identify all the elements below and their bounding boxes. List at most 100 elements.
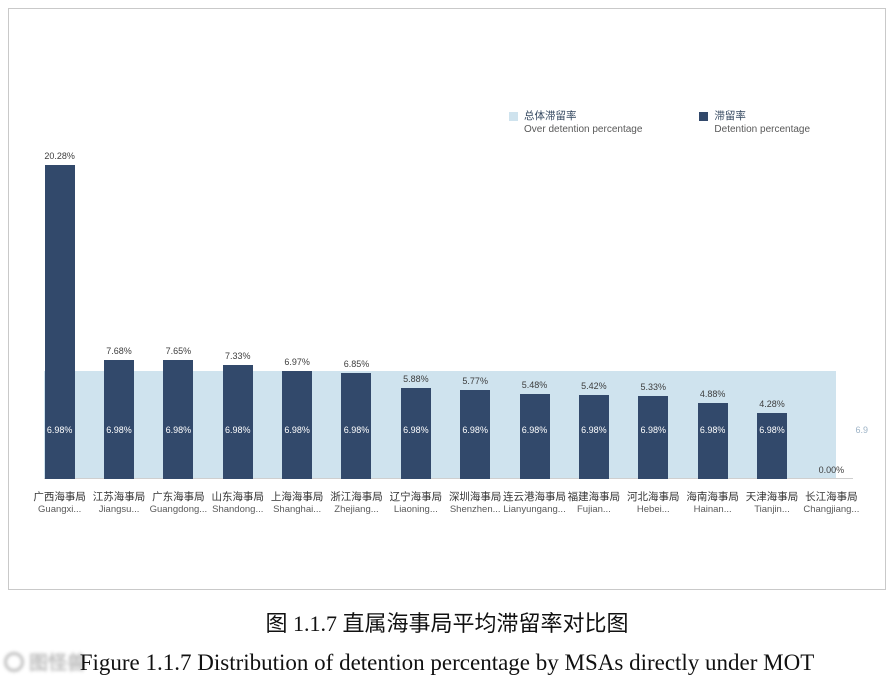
detention-bar bbox=[163, 360, 194, 479]
category-label-zh: 长江海事局 bbox=[805, 491, 858, 503]
detention-bar bbox=[578, 395, 609, 479]
category-label-en: Lianyungang... bbox=[503, 504, 566, 515]
category-label-zh: 广东海事局 bbox=[152, 491, 205, 503]
bar-value-label: 5.42% bbox=[581, 381, 607, 391]
bar-column-2: 7.68% 6.98% 江苏海事局 Jiangsu... bbox=[89, 139, 148, 515]
bar-column-7: 5.88% 6.98% 辽宁海事局 Liaoning... bbox=[386, 139, 445, 515]
bar-column-3: 7.65% 6.98% 广东海事局 Guangdong... bbox=[149, 139, 208, 515]
bar-value-label: 5.33% bbox=[640, 382, 667, 393]
category-label-zh: 江苏海事局 bbox=[92, 491, 146, 503]
overall-rate-label: 6.98% bbox=[46, 425, 73, 435]
category-label-en: Guangxi... bbox=[38, 504, 82, 515]
category-label-zh: 浙江海事局 bbox=[330, 491, 383, 503]
legend-label-detention-en: Detention percentage bbox=[714, 124, 811, 136]
bar-value-label: 20.28% bbox=[44, 150, 75, 161]
category-label-zh: 辽宁海事局 bbox=[389, 491, 443, 503]
bar-value-label: 5.48% bbox=[521, 380, 548, 391]
detention-bar bbox=[282, 370, 313, 479]
bar-value-label: 7.68% bbox=[106, 345, 132, 356]
legend-marker-detention-icon bbox=[699, 112, 709, 121]
detention-bar bbox=[756, 412, 787, 479]
overall-rate-label: 6.98% bbox=[165, 425, 192, 435]
overall-rate-label: 6.98% bbox=[581, 425, 607, 435]
bar-value-label: 6.97% bbox=[284, 356, 310, 367]
legend-label-overall-zh: 总体滞留率 bbox=[524, 110, 577, 122]
category-label-zh: 福建海事局 bbox=[567, 491, 621, 503]
bar-value-label: 7.65% bbox=[165, 346, 192, 357]
overall-rate-label: 6.98% bbox=[462, 425, 488, 435]
category-label-en: Hebei... bbox=[636, 504, 670, 515]
plot-area: 20.28% 6.98% 广西海事局 Guangxi... 7.68% 6.98% 江苏海事… bbox=[30, 139, 868, 515]
category-label-zh: 山东海事局 bbox=[211, 491, 265, 503]
bar-value-label: 4.28% bbox=[759, 398, 785, 409]
overall-rate-label: 6.98% bbox=[699, 425, 726, 435]
bar-value-label: 0.00% bbox=[818, 465, 845, 475]
overall-rate-label-partial: 6.9 bbox=[855, 425, 868, 435]
legend-marker-overall-icon bbox=[509, 112, 518, 121]
detention-bar bbox=[341, 372, 372, 479]
category-label-en: Liaoning... bbox=[393, 504, 438, 515]
bar-column-13: 4.28% 6.98% 天津海事局 Tianjin... bbox=[742, 139, 801, 515]
bar-value-label: 7.33% bbox=[224, 351, 251, 362]
category-label-zh: 广西海事局 bbox=[33, 491, 86, 503]
bar-value-label: 4.88% bbox=[699, 389, 726, 400]
legend-label-detention-zh: 滞留率 bbox=[714, 110, 746, 122]
legend-item-detention: 滞留率 Detention percentage bbox=[699, 109, 810, 137]
category-label-en: Fujian... bbox=[577, 504, 611, 515]
overall-rate-label: 6.98% bbox=[284, 425, 310, 435]
watermark-text: 图怪兽 bbox=[29, 653, 87, 674]
overall-rate-label: 6.98% bbox=[521, 425, 548, 435]
watermark-logo-icon bbox=[4, 651, 24, 672]
category-label-zh: 海南海事局 bbox=[686, 491, 739, 503]
detention-bar bbox=[44, 164, 75, 479]
bar-column-14: 0.00% 长江海事局 Changjiang... bbox=[802, 139, 861, 515]
category-label-en: Tianjin... bbox=[754, 504, 790, 515]
bar-value-label: 5.88% bbox=[403, 373, 429, 384]
bar-column-1: 20.28% 6.98% 广西海事局 Guangxi... bbox=[30, 139, 89, 515]
watermark: 图怪兽 bbox=[4, 648, 86, 675]
x-axis-line bbox=[44, 478, 853, 479]
bar-column-11: 5.33% 6.98% 河北海事局 Hebei... bbox=[624, 139, 683, 515]
chart-container: 总体滞留率 Over detention percentage 滞留率 Dete… bbox=[8, 8, 886, 590]
legend-text-detention: 滞留率 Detention percentage bbox=[714, 109, 810, 137]
detention-bar bbox=[519, 394, 550, 479]
category-label-en: Jiangsu... bbox=[98, 504, 140, 515]
category-label-en: Shandong... bbox=[212, 504, 264, 515]
overall-rate-label: 6.98% bbox=[640, 425, 667, 435]
category-label-zh: 天津海事局 bbox=[745, 491, 799, 503]
bar-column-5: 6.97% 6.98% 上海海事局 Shanghai... bbox=[267, 139, 326, 515]
bar-value-label: 5.77% bbox=[462, 375, 488, 386]
bar-value-label: 6.85% bbox=[343, 358, 370, 369]
figure-title-zh: 图 1.1.7 直属海事局平均滞留率对比图 bbox=[265, 611, 629, 636]
bar-column-8: 5.77% 6.98% 深圳海事局 Shenzhen... bbox=[446, 139, 505, 515]
category-label-zh: 上海海事局 bbox=[270, 491, 324, 503]
overall-rate-label: 6.98% bbox=[343, 425, 370, 435]
bar-column-9: 5.48% 6.98% 连云港海事局 Lianyungang... bbox=[503, 139, 566, 515]
overall-rate-label: 6.98% bbox=[106, 425, 132, 435]
category-label-en: Changjiang... bbox=[803, 504, 860, 515]
category-label-zh: 连云港海事局 bbox=[503, 491, 567, 503]
overall-rate-label: 6.98% bbox=[224, 425, 251, 435]
bar-column-4: 7.33% 6.98% 山东海事局 Shandong... bbox=[208, 139, 267, 515]
legend-label-overall-en: Over detention percentage bbox=[524, 124, 643, 136]
overall-rate-label: 6.98% bbox=[403, 425, 429, 435]
category-label-en: Shanghai... bbox=[273, 504, 322, 515]
detention-bar bbox=[400, 387, 431, 479]
legend-text-overall: 总体滞留率 Over detention percentage bbox=[524, 109, 642, 137]
detention-bar bbox=[697, 403, 728, 479]
detention-bar bbox=[222, 365, 253, 479]
category-label-en: Hainan... bbox=[693, 504, 732, 515]
category-label-en: Shenzhen... bbox=[449, 504, 501, 515]
bar-column-12: 4.88% 6.98% 海南海事局 Hainan... bbox=[683, 139, 742, 515]
detention-bar bbox=[638, 396, 669, 479]
bar-column-10: 5.42% 6.98% 福建海事局 Fujian... bbox=[564, 139, 623, 515]
chart-legend: 总体滞留率 Over detention percentage 滞留率 Dete… bbox=[509, 109, 810, 137]
category-label-zh: 河北海事局 bbox=[627, 491, 680, 503]
category-label-en: Zhejiang... bbox=[334, 504, 379, 515]
detention-bar bbox=[460, 389, 491, 479]
bar-columns: 20.28% 6.98% 广西海事局 Guangxi... 7.68% 6.98% 江苏海事… bbox=[30, 139, 861, 515]
detention-bar bbox=[104, 359, 135, 479]
category-label-zh: 深圳海事局 bbox=[448, 491, 502, 503]
category-label-en: Guangdong... bbox=[149, 504, 208, 515]
